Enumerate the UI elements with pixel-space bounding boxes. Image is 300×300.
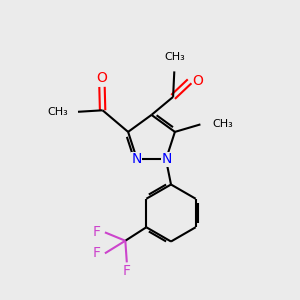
Text: F: F [123, 264, 131, 278]
Text: N: N [131, 152, 142, 167]
Text: F: F [92, 225, 101, 239]
Text: CH₃: CH₃ [164, 52, 185, 62]
Text: O: O [97, 71, 107, 85]
Text: O: O [193, 74, 203, 88]
Text: F: F [92, 246, 101, 260]
Text: CH₃: CH₃ [212, 119, 233, 129]
Text: N: N [161, 152, 172, 167]
Text: CH₃: CH₃ [48, 107, 68, 117]
